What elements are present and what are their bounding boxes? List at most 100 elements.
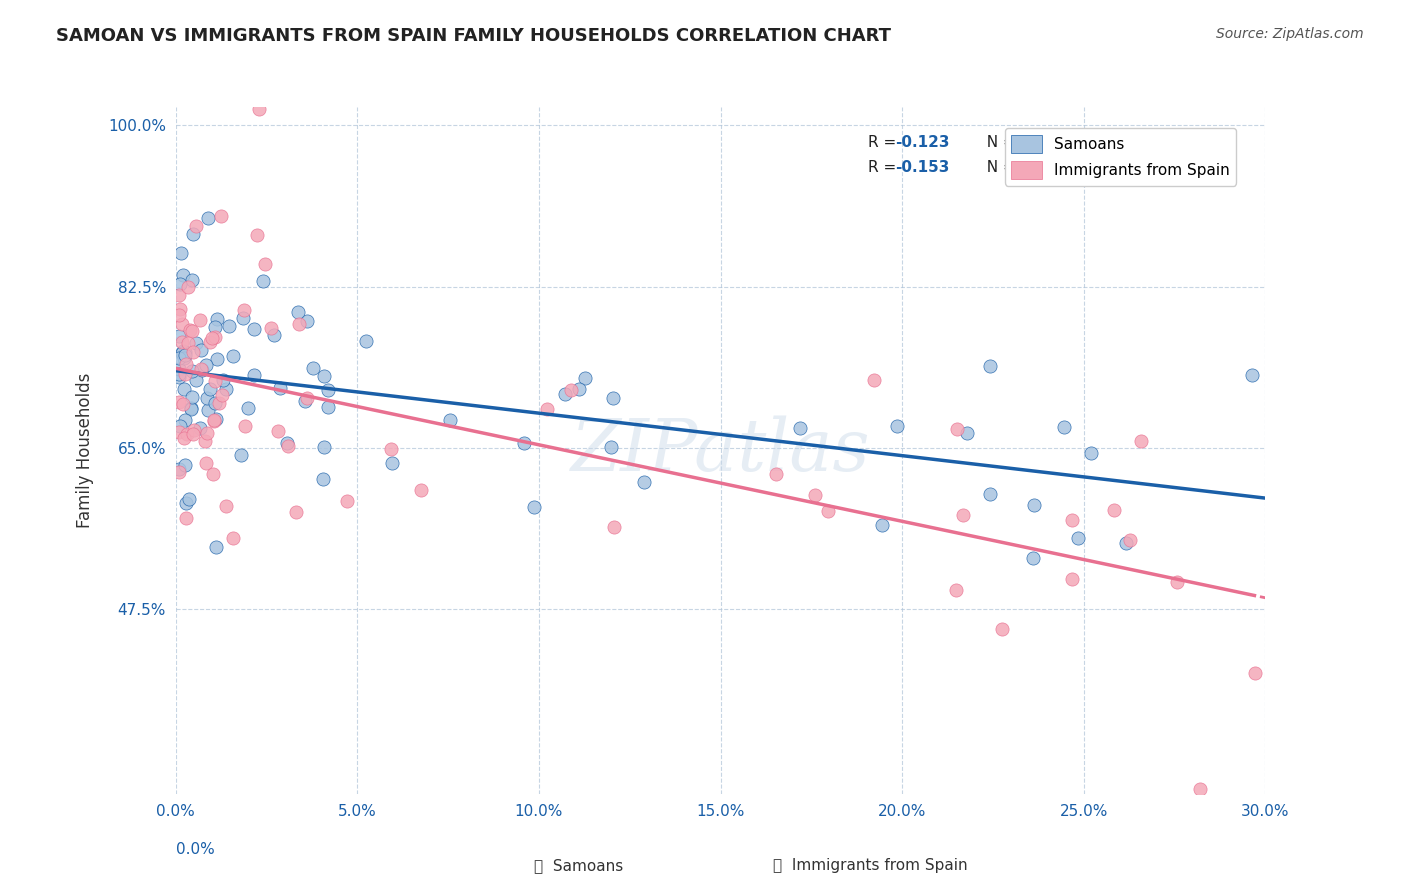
Point (380, 442, 402, 456)
Point (173, 351, 195, 365)
Point (179, 323, 201, 337)
Point (169, 369, 191, 384)
Point (190, 313, 212, 327)
Point (277, 439, 299, 453)
Point (169, 351, 191, 365)
Point (316, 384, 339, 398)
Point (1067, 531, 1090, 545)
Point (173, 431, 195, 445)
Point (172, 317, 194, 331)
Point (288, 317, 311, 331)
Point (952, 508, 974, 523)
Point (817, 504, 839, 518)
Point (169, 277, 191, 291)
Point (174, 511, 197, 525)
Text: Source: ZipAtlas.com: Source: ZipAtlas.com (1216, 27, 1364, 41)
Point (186, 373, 208, 387)
Point (190, 362, 212, 376)
Point (574, 371, 596, 385)
Point (1060, 513, 1083, 527)
Point (180, 391, 202, 405)
Text: SAMOAN VS IMMIGRANTS FROM SPAIN FAMILY HOUSEHOLDS CORRELATION CHART: SAMOAN VS IMMIGRANTS FROM SPAIN FAMILY H… (56, 27, 891, 45)
Point (285, 505, 308, 519)
Point (1062, 573, 1084, 587)
Point (789, 421, 811, 435)
Point (172, 268, 194, 283)
Point (181, 324, 204, 338)
Point (886, 419, 908, 434)
Point (1115, 535, 1137, 549)
Point (242, 368, 264, 383)
Point (311, 472, 333, 486)
Point (232, 310, 254, 325)
Point (195, 456, 218, 470)
Point (194, 434, 217, 448)
Point (214, 499, 236, 513)
Point (202, 467, 225, 481)
Point (169, 367, 191, 381)
Point (233, 303, 256, 318)
Point (1241, 368, 1264, 382)
Text: N =: N = (977, 160, 1021, 175)
Text: N =: N = (977, 136, 1021, 150)
Point (172, 334, 194, 349)
Text: ⬜  Samoans: ⬜ Samoans (534, 858, 623, 872)
Point (1119, 533, 1142, 548)
Point (287, 304, 309, 318)
Point (173, 382, 195, 396)
Point (956, 426, 979, 441)
Point (252, 274, 274, 288)
Point (212, 373, 235, 387)
Point (177, 491, 200, 506)
Point (354, 334, 377, 349)
Point (276, 436, 298, 450)
Point (172, 346, 194, 360)
Point (439, 413, 461, 427)
Point (195, 425, 218, 440)
Point (207, 396, 229, 410)
Point (197, 403, 219, 417)
Point (201, 331, 224, 345)
Point (211, 388, 233, 402)
Point (254, 257, 277, 271)
Point (200, 383, 222, 397)
Point (1244, 665, 1267, 680)
Point (1189, 782, 1212, 797)
Point (235, 419, 257, 434)
Legend: Samoans, Immigrants from Spain: Samoans, Immigrants from Spain (1005, 128, 1236, 186)
Point (169, 465, 191, 479)
Point (1022, 550, 1045, 565)
Point (180, 273, 202, 287)
Point (872, 518, 894, 533)
Point (560, 384, 582, 398)
Point (190, 421, 212, 435)
Point (267, 425, 290, 439)
Point (184, 219, 207, 233)
Point (177, 336, 200, 351)
Point (318, 401, 340, 415)
Text: 88: 88 (1021, 136, 1042, 150)
Point (202, 413, 225, 427)
Point (946, 422, 969, 436)
Point (381, 456, 404, 470)
Point (191, 363, 214, 377)
Point (295, 391, 318, 405)
Point (260, 320, 283, 334)
Point (169, 395, 191, 409)
Point (173, 348, 195, 362)
Point (205, 351, 228, 366)
Point (294, 394, 316, 409)
Point (633, 475, 655, 489)
Point (765, 467, 787, 481)
Point (204, 412, 226, 426)
Point (204, 396, 226, 410)
Point (169, 308, 191, 322)
Point (979, 487, 1001, 501)
Point (1080, 446, 1102, 460)
Point (180, 402, 202, 417)
Point (336, 493, 359, 508)
Point (243, 321, 266, 335)
Point (173, 344, 195, 359)
Point (195, 391, 218, 405)
Y-axis label: Family Households: Family Households (76, 373, 94, 528)
